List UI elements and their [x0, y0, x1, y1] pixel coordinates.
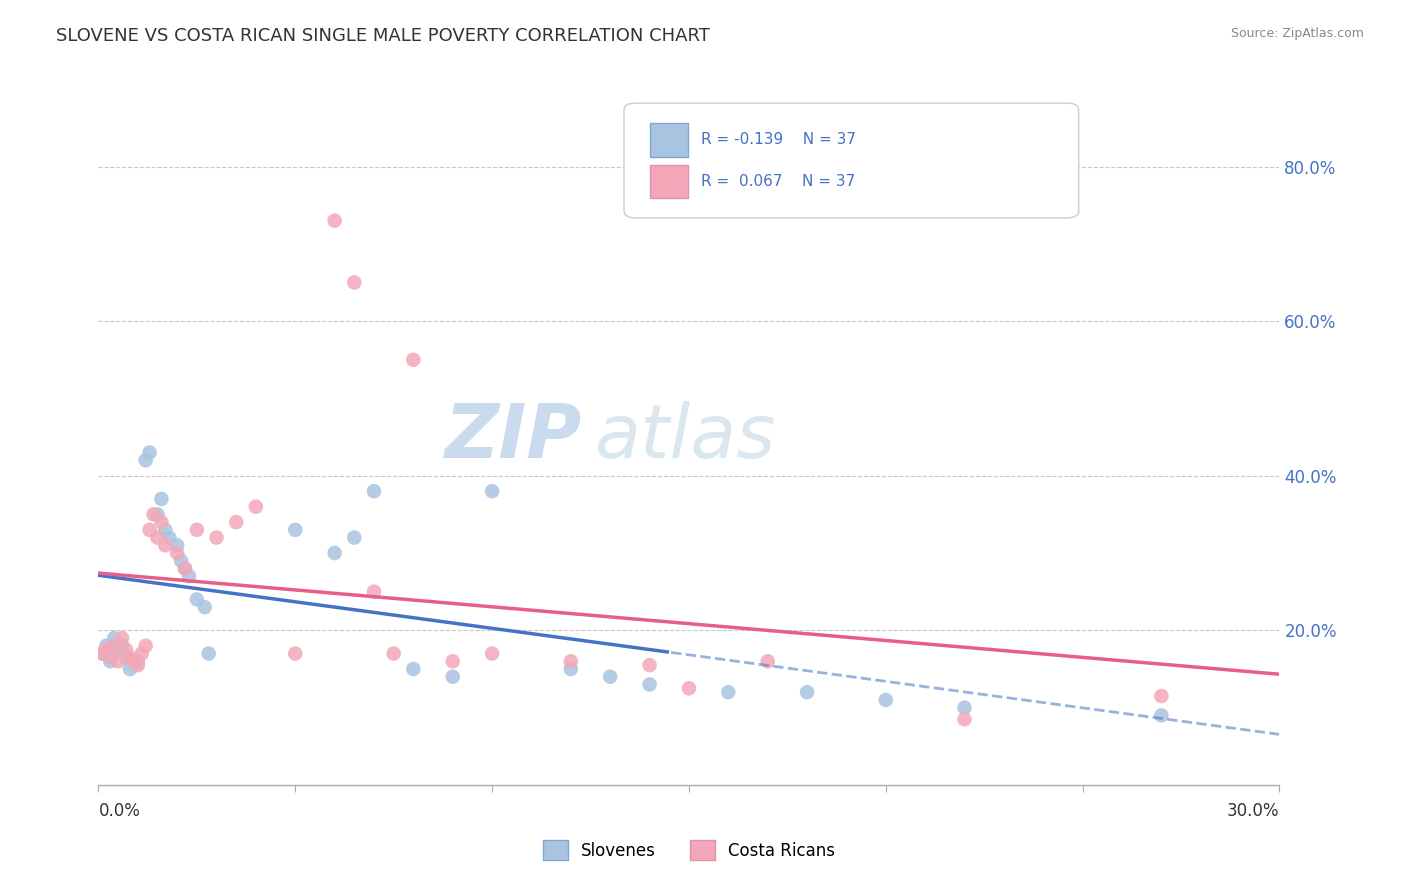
Point — [111, 631, 134, 645]
Point — [678, 681, 700, 696]
Text: Source: ZipAtlas.com: Source: ZipAtlas.com — [1230, 27, 1364, 40]
Point — [96, 639, 118, 653]
Point — [796, 685, 818, 699]
Point — [1150, 708, 1173, 723]
Text: atlas: atlas — [595, 401, 776, 473]
Point — [343, 276, 366, 290]
Point — [138, 445, 160, 459]
Point — [284, 647, 307, 661]
Legend: Slovenes, Costa Ricans: Slovenes, Costa Ricans — [536, 833, 842, 867]
Point — [135, 453, 157, 467]
FancyBboxPatch shape — [650, 123, 688, 157]
Text: 30.0%: 30.0% — [1227, 802, 1279, 820]
Point — [1150, 689, 1173, 703]
Point — [560, 654, 582, 668]
Point — [177, 569, 200, 583]
Point — [756, 654, 779, 668]
Point — [96, 642, 118, 657]
Point — [107, 642, 129, 657]
Point — [481, 647, 503, 661]
Point — [166, 538, 188, 552]
Point — [284, 523, 307, 537]
Point — [157, 531, 180, 545]
Point — [118, 662, 141, 676]
Point — [363, 584, 385, 599]
Point — [150, 491, 173, 506]
Point — [363, 484, 385, 499]
Point — [638, 677, 661, 691]
Point — [146, 531, 169, 545]
Text: ZIP: ZIP — [446, 401, 582, 474]
Point — [115, 650, 138, 665]
Point — [155, 538, 177, 552]
Point — [118, 650, 141, 665]
Point — [91, 647, 114, 661]
Text: R =  0.067    N = 37: R = 0.067 N = 37 — [700, 174, 855, 189]
Point — [170, 554, 193, 568]
Point — [186, 523, 208, 537]
Point — [225, 515, 247, 529]
Point — [717, 685, 740, 699]
Point — [875, 693, 897, 707]
Point — [245, 500, 267, 514]
FancyBboxPatch shape — [650, 165, 688, 198]
Point — [205, 531, 228, 545]
Point — [166, 546, 188, 560]
Text: R = -0.139    N = 37: R = -0.139 N = 37 — [700, 133, 856, 147]
Point — [138, 523, 160, 537]
Point — [155, 523, 177, 537]
Point — [343, 531, 366, 545]
Text: SLOVENE VS COSTA RICAN SINGLE MALE POVERTY CORRELATION CHART: SLOVENE VS COSTA RICAN SINGLE MALE POVER… — [56, 27, 710, 45]
Point — [98, 650, 121, 665]
FancyBboxPatch shape — [624, 103, 1078, 218]
Point — [103, 639, 125, 653]
Point — [402, 352, 425, 367]
Point — [146, 508, 169, 522]
Point — [107, 654, 129, 668]
Point — [638, 658, 661, 673]
Point — [323, 546, 346, 560]
Point — [441, 654, 464, 668]
Point — [323, 213, 346, 227]
Point — [127, 654, 149, 668]
Point — [98, 654, 121, 668]
Point — [127, 658, 149, 673]
Point — [131, 647, 153, 661]
Point — [197, 647, 219, 661]
Point — [111, 639, 134, 653]
Point — [402, 662, 425, 676]
Point — [115, 642, 138, 657]
Point — [441, 670, 464, 684]
Point — [122, 654, 145, 668]
Point — [560, 662, 582, 676]
Point — [103, 631, 125, 645]
Point — [194, 600, 217, 615]
Point — [142, 508, 165, 522]
Point — [174, 561, 197, 575]
Point — [953, 712, 976, 726]
Point — [953, 700, 976, 714]
Point — [481, 484, 503, 499]
Point — [382, 647, 405, 661]
Point — [135, 639, 157, 653]
Text: 0.0%: 0.0% — [98, 802, 141, 820]
Point — [91, 647, 114, 661]
Point — [174, 561, 197, 575]
Point — [186, 592, 208, 607]
Point — [150, 515, 173, 529]
Point — [599, 670, 621, 684]
